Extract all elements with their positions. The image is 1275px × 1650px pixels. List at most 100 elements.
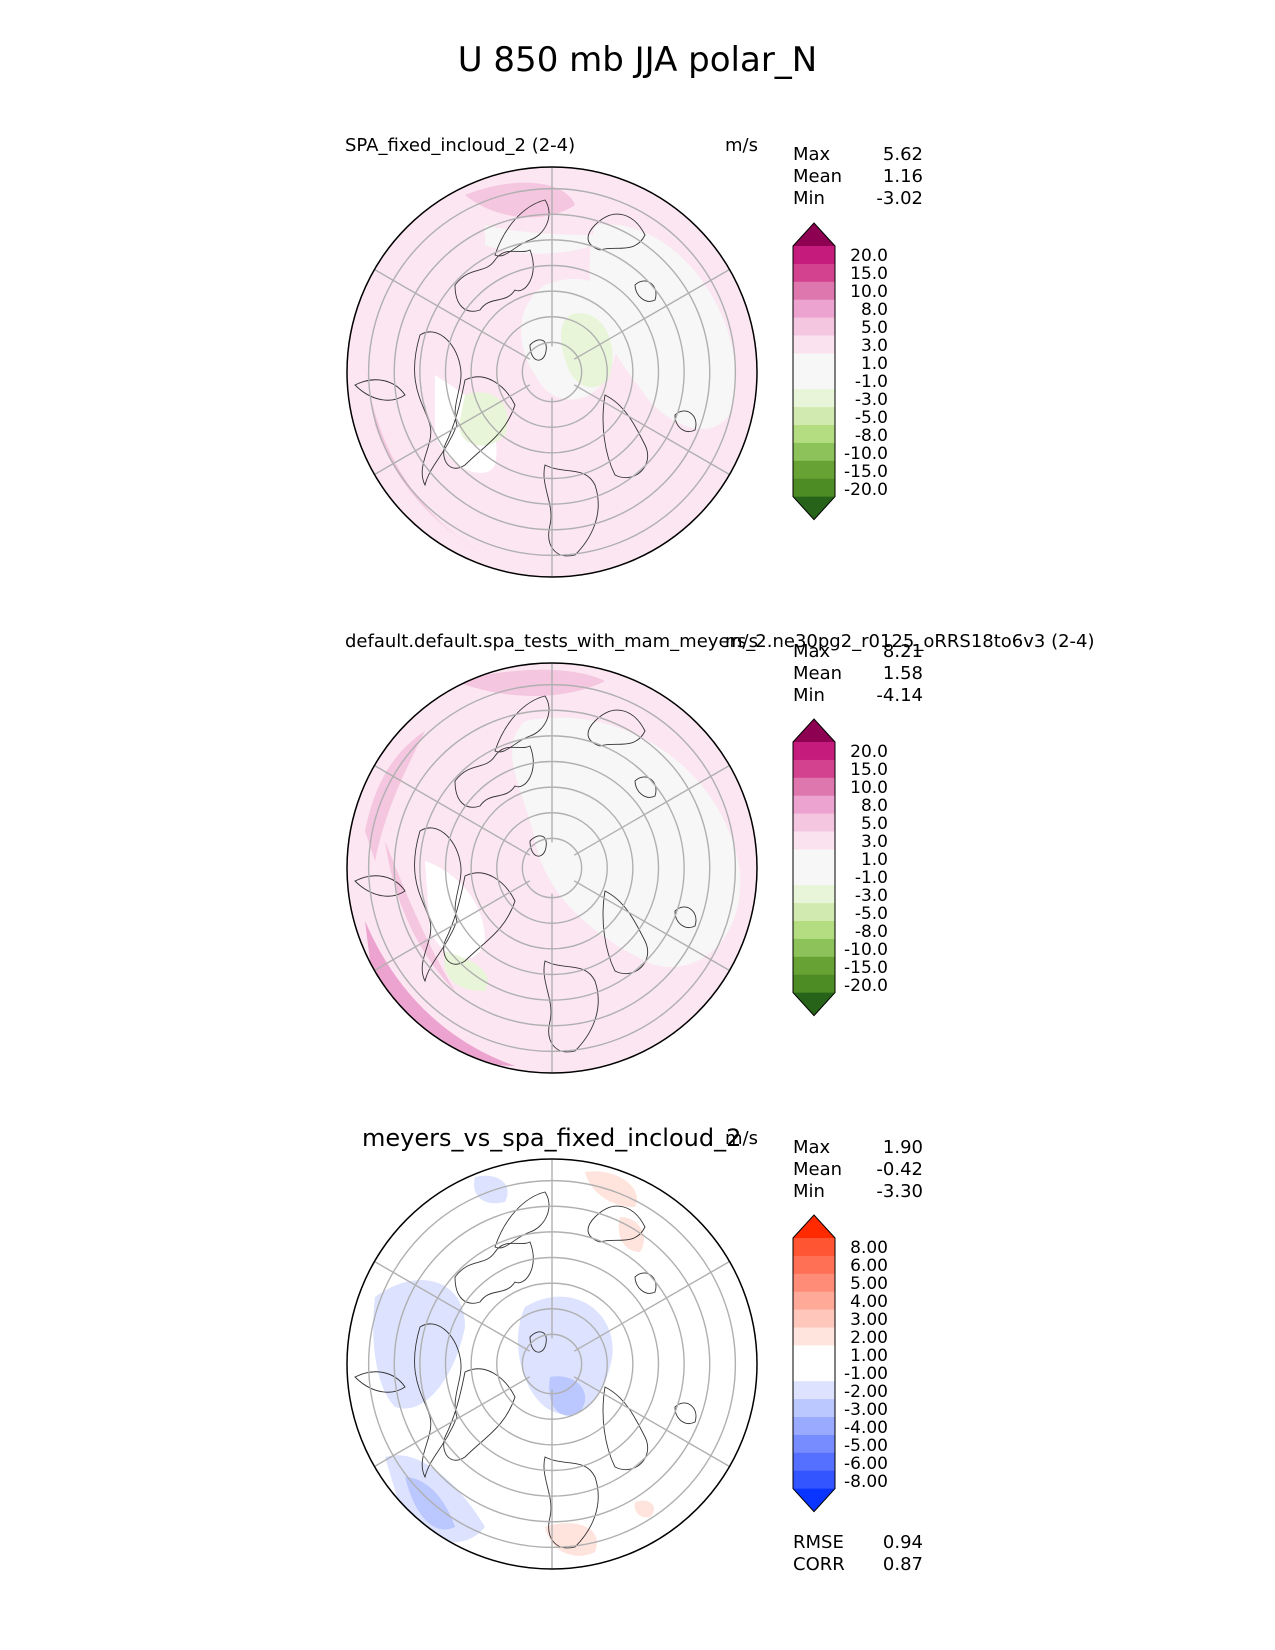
min-value: -3.30 xyxy=(876,1181,923,1202)
panel-3-colorbar xyxy=(792,1214,836,1513)
panel-3-colorbar-swatches xyxy=(793,1215,835,1512)
coastline xyxy=(454,249,534,312)
colorbar-tick-label: -10.0 xyxy=(844,940,888,960)
coastline xyxy=(587,1205,646,1243)
colorbar-tick-label: 5.00 xyxy=(850,1274,888,1294)
coastline xyxy=(587,213,646,251)
colorbar-segment xyxy=(793,407,835,426)
mean-label: Mean xyxy=(793,1159,843,1180)
colorbar-extend-max xyxy=(793,223,835,246)
coastline xyxy=(443,376,516,469)
rmse-label: RMSE xyxy=(793,1532,844,1553)
coastline xyxy=(529,1331,547,1353)
panel-2-colorbar-ticks: 20.0 15.0 10.0 8.0 5.0 3.0 1.0 -1.0 -3.0 -5.0 -8.0… xyxy=(836,743,888,995)
field-contour xyxy=(365,731,425,861)
field-contour xyxy=(549,1376,586,1416)
colorbar-segment xyxy=(793,478,835,498)
min-value: -4.14 xyxy=(876,685,923,706)
mean-value: 1.58 xyxy=(882,663,923,684)
colorbar-segment xyxy=(793,1345,835,1364)
max-label: Max xyxy=(793,1137,831,1158)
colorbar-extend-min xyxy=(793,496,835,520)
colorbar-segment xyxy=(793,263,835,283)
mean-label: Mean xyxy=(793,663,843,684)
colorbar-tick-label: 4.00 xyxy=(850,1292,888,1312)
max-value: 8.21 xyxy=(882,641,923,662)
meridian-line xyxy=(573,384,730,476)
colorbar-segment xyxy=(793,921,835,940)
field-contour xyxy=(405,1477,455,1530)
panel-1-polar-map xyxy=(346,166,758,578)
coastline xyxy=(634,776,657,798)
field-contour xyxy=(373,1280,465,1409)
colorbar-outline xyxy=(792,222,836,521)
colorbar-tick-label: -8.0 xyxy=(854,426,888,446)
colorbar-tick-label: 3.0 xyxy=(860,832,888,852)
min-label: Min xyxy=(793,1181,825,1202)
colorbar-tick-label: 5.0 xyxy=(860,318,888,338)
colorbar-segment xyxy=(793,371,835,390)
colorbar-segment xyxy=(793,903,835,922)
coastline xyxy=(529,339,547,361)
colorbar-tick-label: 3.0 xyxy=(860,336,888,356)
colorbar-segment xyxy=(793,742,835,761)
coastline xyxy=(414,1323,462,1479)
coastline xyxy=(443,1368,516,1461)
colorbar-tick-label: -20.0 xyxy=(844,976,888,996)
panel-1-colorbar-ticks: 20.0 15.0 10.0 8.0 5.0 3.0 1.0 -1.0 -3.0 -5.0 -8.0… xyxy=(836,247,888,499)
colorbar-tick-label: -8.0 xyxy=(854,922,888,942)
panel-2-units: m/s xyxy=(725,631,758,652)
panel-3-colorbar-ticks: 8.00 6.00 5.00 4.00 3.00 2.00 1.00 -1.00 -2.00 -3… xyxy=(836,1239,888,1491)
field-contour xyxy=(634,1500,655,1518)
colorbar-segment xyxy=(793,777,835,797)
min-label: Min xyxy=(793,188,825,209)
colorbar-segment xyxy=(793,1417,835,1436)
map-boundary xyxy=(346,166,758,578)
colorbar-segment xyxy=(793,1434,835,1454)
colorbar-tick-label: -15.0 xyxy=(844,958,888,978)
panel-3-polar-map xyxy=(346,1158,758,1570)
colorbar-segment xyxy=(793,1309,835,1328)
field-contour xyxy=(459,392,508,446)
colorbar-segment xyxy=(793,442,835,462)
colorbar-extend-max xyxy=(793,719,835,742)
coastline xyxy=(414,827,462,983)
colorbar-tick-label: -15.0 xyxy=(844,462,888,482)
colorbar-tick-label: 10.0 xyxy=(850,778,888,798)
colorbar-tick-label: 15.0 xyxy=(850,264,888,284)
meridian-line xyxy=(374,764,531,856)
panel-2-colorbar xyxy=(792,718,836,1017)
coastline xyxy=(634,1272,657,1294)
panel-2-colorbar-swatches xyxy=(793,719,835,1016)
meridian-line xyxy=(573,764,730,856)
colorbar-segment xyxy=(793,795,835,815)
panel-1-units: m/s xyxy=(725,135,758,156)
coastline xyxy=(529,835,547,857)
colorbar-tick-label: 8.00 xyxy=(850,1238,888,1258)
panel-1-title: SPA_fixed_incloud_2 (2-4) xyxy=(345,135,576,156)
field-contour xyxy=(455,669,605,696)
colorbar-tick-label: 8.0 xyxy=(860,300,888,320)
colorbar-segment xyxy=(793,317,835,336)
meridian-line xyxy=(374,880,531,972)
colorbar-segment xyxy=(793,849,835,868)
coastline xyxy=(443,872,516,965)
colorbar-tick-label: -2.00 xyxy=(844,1382,888,1402)
coastline xyxy=(634,280,657,302)
colorbar-segment xyxy=(793,1291,835,1311)
colorbar-extend-min xyxy=(793,1488,835,1512)
colorbar-tick-label: -8.00 xyxy=(844,1472,888,1492)
colorbar-tick-label: -1.0 xyxy=(854,868,888,888)
coastline xyxy=(674,410,697,432)
corr-label: CORR xyxy=(793,1554,845,1575)
meridian-line xyxy=(573,1260,730,1352)
meridian-line xyxy=(573,1376,730,1468)
colorbar-tick-label: 5.0 xyxy=(860,814,888,834)
max-label: Max xyxy=(793,144,831,165)
colorbar-segment xyxy=(793,759,835,779)
figure-title: U 850 mb JJA polar_N xyxy=(457,40,818,80)
coastline xyxy=(354,1371,406,1393)
colorbar-segment xyxy=(793,956,835,976)
mean-label: Mean xyxy=(793,166,843,187)
colorbar-tick-label: -3.00 xyxy=(844,1400,888,1420)
